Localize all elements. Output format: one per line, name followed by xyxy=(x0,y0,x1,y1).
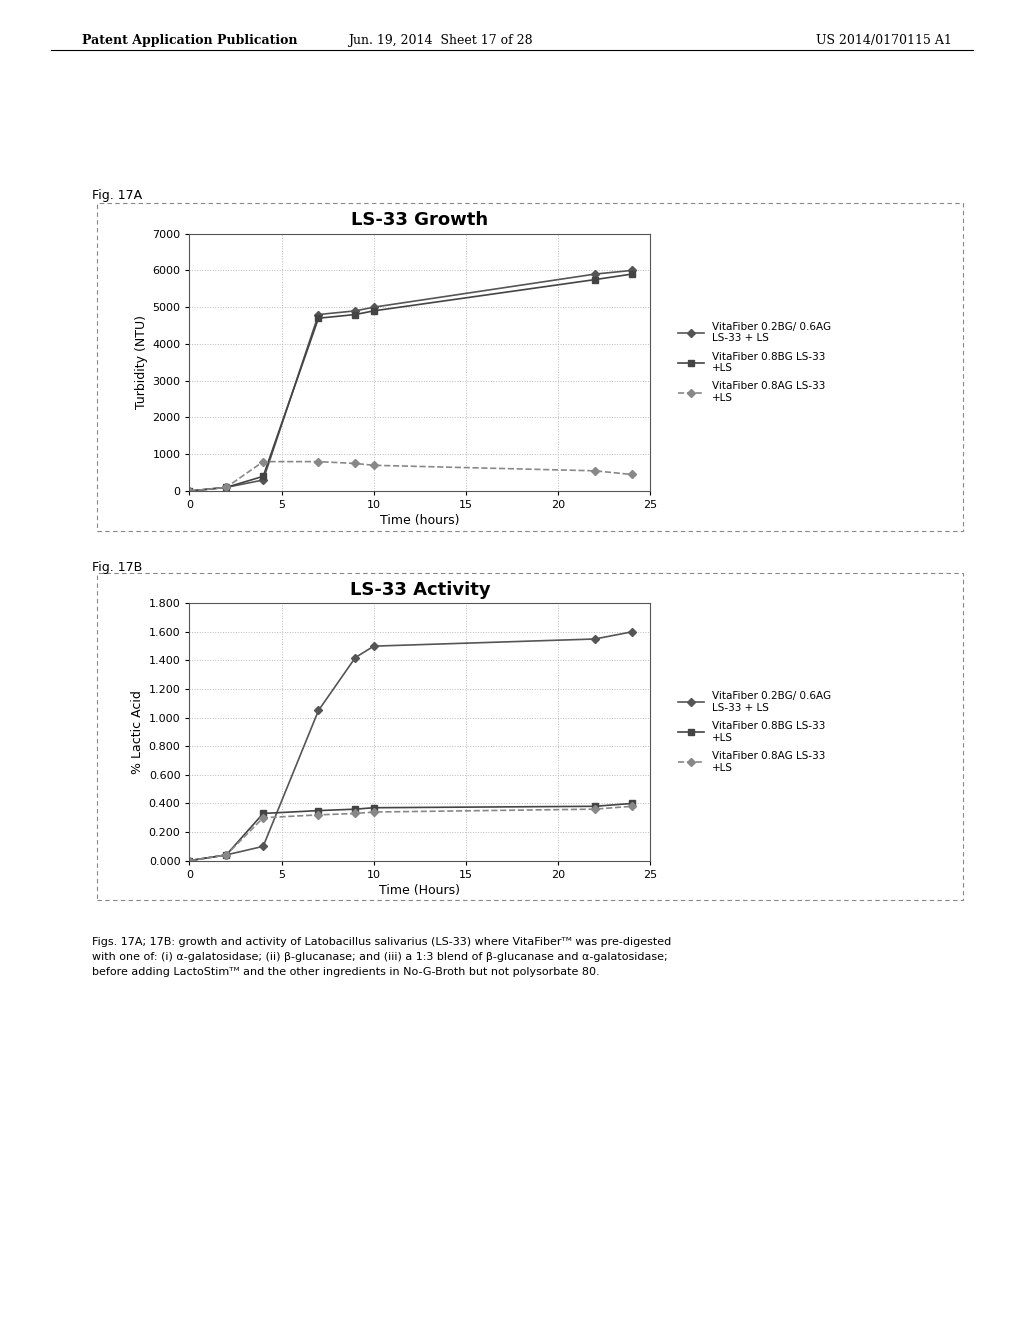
Legend: VitaFiber 0.2BG/ 0.6AG
LS-33 + LS, VitaFiber 0.8BG LS-33
+LS, VitaFiber 0.8AG LS: VitaFiber 0.2BG/ 0.6AG LS-33 + LS, VitaF… xyxy=(674,686,836,777)
Title: LS-33 Growth: LS-33 Growth xyxy=(351,211,488,230)
Text: Fig. 17A: Fig. 17A xyxy=(92,189,142,202)
Text: US 2014/0170115 A1: US 2014/0170115 A1 xyxy=(816,34,952,48)
X-axis label: Time (Hours): Time (Hours) xyxy=(379,884,461,896)
Legend: VitaFiber 0.2BG/ 0.6AG
LS-33 + LS, VitaFiber 0.8BG LS-33
+LS, VitaFiber 0.8AG LS: VitaFiber 0.2BG/ 0.6AG LS-33 + LS, VitaF… xyxy=(674,317,836,408)
Text: Fig. 17B: Fig. 17B xyxy=(92,561,142,574)
Text: Patent Application Publication: Patent Application Publication xyxy=(82,34,297,48)
Y-axis label: Turbidity (NTU): Turbidity (NTU) xyxy=(135,315,148,409)
X-axis label: Time (hours): Time (hours) xyxy=(380,515,460,527)
Text: Figs. 17A; 17B: growth and activity of Latobacillus salivarius (LS-33) where Vit: Figs. 17A; 17B: growth and activity of L… xyxy=(92,937,672,977)
Title: LS-33 Activity: LS-33 Activity xyxy=(349,581,490,599)
Y-axis label: % Lactic Acid: % Lactic Acid xyxy=(131,690,144,774)
Text: Jun. 19, 2014  Sheet 17 of 28: Jun. 19, 2014 Sheet 17 of 28 xyxy=(348,34,532,48)
